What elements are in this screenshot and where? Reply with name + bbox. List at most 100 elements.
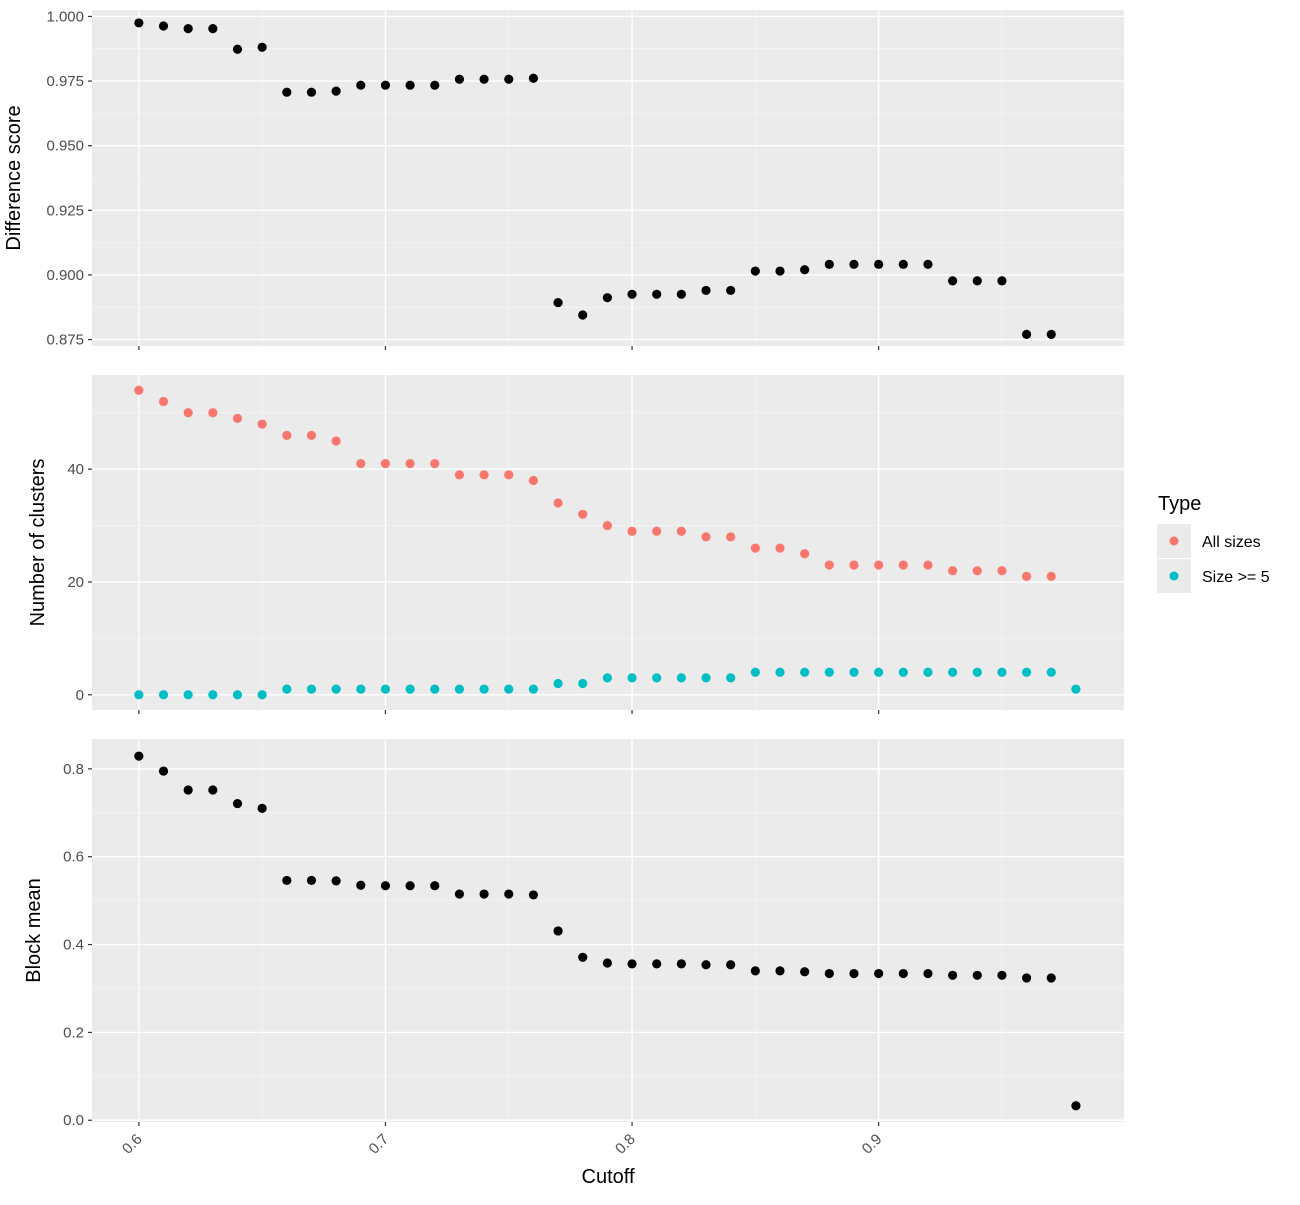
data-point [380, 458, 391, 469]
data-point [1046, 571, 1056, 581]
data-point [504, 74, 514, 84]
data-point [158, 21, 169, 31]
legend-swatch-size-5 [1169, 571, 1179, 581]
x-tick-label: 0.7 [366, 1131, 393, 1158]
data-point [208, 690, 218, 700]
data-point [972, 276, 982, 286]
data-point [208, 24, 218, 34]
data-point [1071, 1101, 1081, 1111]
data-point [775, 667, 785, 677]
data-point [602, 958, 612, 968]
legend-title: Type [1158, 493, 1201, 515]
data-point [578, 952, 588, 962]
data-point [972, 566, 982, 576]
data-point [726, 673, 736, 683]
data-point [652, 959, 662, 969]
data-point [726, 532, 736, 542]
x-tick-label: 0.9 [859, 1131, 886, 1158]
series-0 [134, 18, 1056, 339]
y-tick-label: 0.975 [46, 73, 84, 90]
data-point [257, 419, 267, 429]
data-point [972, 970, 982, 980]
panel-background [92, 739, 1124, 1122]
data-point [504, 889, 514, 899]
data-point [380, 80, 391, 90]
data-point [701, 673, 711, 683]
series-0 [134, 751, 1081, 1111]
data-point [158, 766, 169, 776]
data-point [208, 785, 218, 795]
data-point [627, 526, 637, 536]
panel-block-mean: 0.0 0.2 0.4 0.6 0.8 0.6 0.7 0.8 0.9 Block mean [23, 739, 1124, 1158]
series-all-sizes [134, 385, 1056, 581]
data-point [849, 968, 859, 979]
data-point [356, 880, 366, 890]
data-point [1071, 684, 1081, 694]
data-point [824, 968, 834, 979]
data-point [849, 259, 859, 269]
data-point [454, 470, 465, 480]
data-point [800, 967, 810, 977]
data-point [380, 881, 391, 891]
data-point [726, 285, 736, 296]
data-point [134, 751, 144, 761]
data-point [775, 966, 785, 976]
data-point [232, 798, 243, 809]
data-point [528, 890, 539, 900]
data-point [183, 690, 193, 700]
data-point [750, 266, 760, 276]
data-point [504, 684, 514, 694]
data-point [578, 310, 588, 320]
x-tick-label: 0.8 [612, 1131, 639, 1158]
data-point [331, 436, 341, 446]
data-point [775, 266, 785, 276]
data-point [454, 74, 465, 84]
panel-number-of-clusters: 0 20 40 Number of clusters [27, 375, 1124, 714]
data-point [627, 959, 637, 969]
data-point [1021, 667, 1032, 677]
data-point [430, 80, 440, 90]
data-point [405, 684, 415, 694]
data-point [676, 959, 686, 969]
legend-label-all-sizes: All sizes [1202, 534, 1261, 551]
y-tick-label: 0.900 [46, 267, 84, 284]
x-tick-label: 0.6 [119, 1131, 146, 1158]
data-point [183, 24, 193, 34]
data-point [602, 673, 612, 683]
data-point [282, 684, 292, 694]
data-point [183, 785, 193, 795]
data-point [627, 673, 637, 683]
y-tick-label: 0.925 [46, 202, 84, 219]
data-point [528, 475, 539, 486]
data-point [306, 87, 317, 97]
data-point [898, 560, 908, 570]
data-point [306, 430, 317, 440]
data-point [874, 259, 884, 269]
data-point [997, 566, 1007, 576]
data-point [528, 73, 539, 83]
data-point [553, 297, 563, 308]
y-axis-title: Difference score [3, 105, 25, 250]
data-point [1021, 973, 1032, 983]
series-size-5 [134, 667, 1081, 700]
y-tick-label: 0.4 [63, 937, 84, 954]
data-point [430, 684, 440, 694]
data-point [306, 684, 317, 694]
y-tick-label: 0.950 [46, 138, 84, 155]
y-tick-label: 1.000 [46, 8, 84, 25]
data-point [726, 960, 736, 970]
data-point [479, 74, 489, 84]
data-point [356, 684, 366, 694]
data-point [158, 690, 169, 700]
data-point [578, 509, 588, 519]
data-point [553, 498, 563, 508]
data-point [972, 667, 982, 677]
data-point [578, 678, 588, 689]
data-point [923, 560, 933, 570]
data-point [701, 285, 711, 296]
data-point [1021, 571, 1032, 581]
panels-layer: 0.875 0.900 0.925 0.950 0.975 1.000 Difference… [3, 8, 1124, 1158]
data-point [1021, 329, 1032, 339]
